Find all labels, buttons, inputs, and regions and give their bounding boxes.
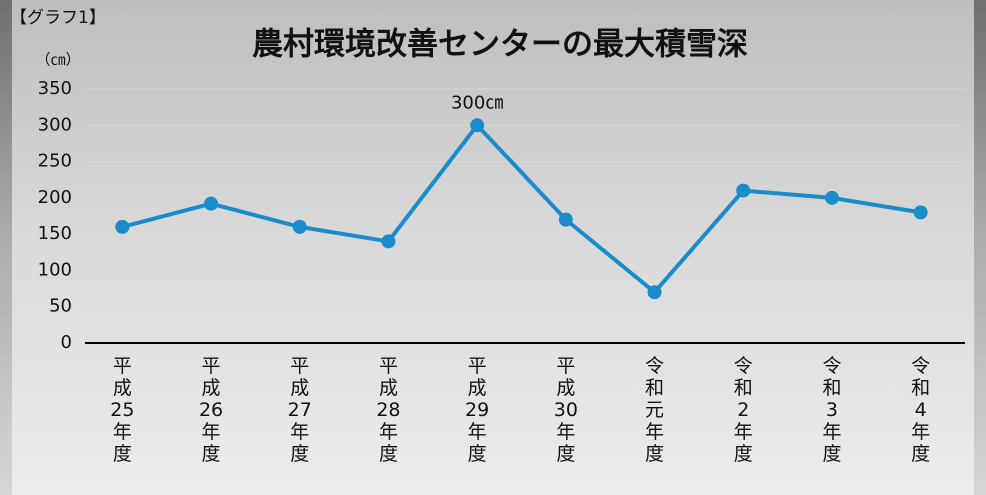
y-tick-label: 100 [38,259,72,280]
data-label: 300㎝ [451,92,503,113]
y-tick-label: 300 [38,114,72,135]
chart-label: 【グラフ1】 [10,8,106,28]
y-tick-label: 350 [38,78,72,99]
x-tick-label: 令和元年度 [645,355,664,465]
data-point [293,220,307,234]
data-point [648,285,662,299]
y-axis-label: （㎝） [35,51,80,69]
y-tick-label: 150 [38,223,72,244]
chart: 【グラフ1】 農村環境改善センターの最大積雪深 （㎝） 0 50 100 150 200… [0,0,986,495]
data-point [115,220,129,234]
data-point [381,234,395,248]
page: {"chart_data": { "type": "line", "label"… [0,0,986,495]
y-tick-label: 50 [49,296,72,317]
y-tick-label: 200 [38,187,72,208]
y-tick-label: 0 [61,332,72,353]
data-point [736,184,750,198]
chart-title: 農村環境改善センターの最大積雪深 [252,27,748,63]
data-point [470,118,484,132]
data-point [559,213,573,227]
data-point [204,197,218,211]
y-tick-label: 250 [38,151,72,172]
data-point [825,191,839,205]
data-point [914,205,928,219]
